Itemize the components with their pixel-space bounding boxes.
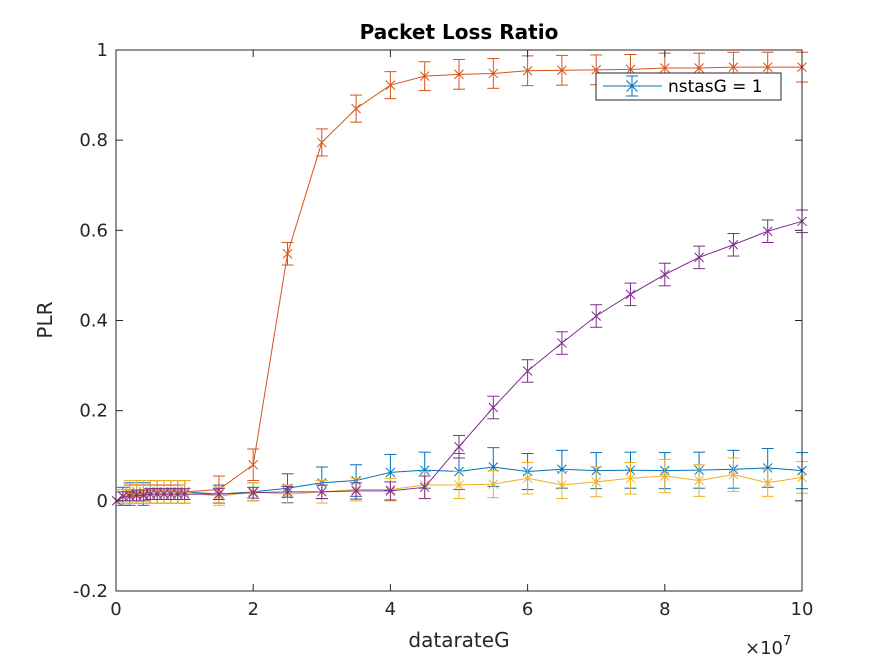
series-3-point-18 [454, 441, 464, 452]
plot-area [116, 50, 802, 591]
y-axis-label: PLR [33, 301, 57, 338]
series-1-point-13 [282, 248, 293, 259]
series-3-point-19 [488, 402, 499, 413]
chart-title: Packet Loss Ratio [360, 20, 559, 44]
axes-layer: 0 2 4 6 8 10-0.200.20.40.60.81 [73, 40, 814, 620]
series-2-point-24 [659, 471, 670, 481]
series-3-point-6 [152, 489, 163, 499]
series-3-point-11 [214, 489, 224, 499]
series-3-point-23 [625, 289, 636, 300]
series-3-point-12 [248, 487, 259, 498]
legend-marker-x [626, 80, 638, 92]
series-3-point-7 [159, 489, 169, 499]
x-tick-label-3: 6 [522, 599, 533, 620]
series-1-point-15 [351, 103, 361, 114]
x-tick-label-0: 0 [110, 599, 121, 620]
series-3-point-20 [522, 366, 533, 376]
series-2-point-25 [694, 475, 704, 486]
series-3-point-9 [172, 489, 183, 499]
series-1-point-26 [728, 62, 739, 72]
series-3-point-25 [694, 252, 704, 263]
series-2-point-18 [454, 480, 464, 490]
series-3-point-16 [385, 486, 396, 496]
series-0-point-19 [488, 462, 499, 472]
series-3-point-26 [728, 239, 739, 250]
series-1-point-17 [419, 71, 430, 82]
series-1-point-25 [694, 63, 704, 73]
x-exponent-base: ×10 [745, 638, 783, 659]
legend: nstasG = 1 [595, 72, 782, 101]
x-tick-label-1: 2 [247, 599, 258, 620]
series-3-point-13 [282, 486, 293, 497]
series-2-point-27 [762, 477, 773, 488]
series-2-point-22 [591, 477, 602, 487]
series-3-point-8 [166, 489, 176, 499]
series-1-point-12 [248, 459, 259, 470]
x-exponent-power: 7 [783, 634, 791, 649]
series-3-point-15 [351, 486, 361, 496]
series-3-point-22 [591, 311, 602, 321]
series-3-point-5 [145, 489, 156, 499]
y-tick-label-6: 1 [97, 40, 108, 61]
series-0-point-27 [762, 463, 773, 473]
series-1-point-21 [557, 65, 567, 76]
series-0-point-16 [385, 467, 396, 478]
legend-entry-0: nstasG = 1 [668, 77, 763, 97]
series-2-point-23 [625, 473, 636, 484]
series-0-point-21 [557, 464, 567, 475]
y-tick-label-0: -0.2 [73, 581, 108, 602]
series-3-point-17 [419, 482, 430, 493]
series-3 [111, 209, 808, 506]
series-3-point-3 [131, 490, 142, 501]
series-3-point-24 [659, 269, 670, 280]
series-1-point-24 [659, 63, 670, 73]
series-3-point-14 [316, 486, 327, 497]
series-3-point-1 [118, 491, 128, 502]
y-tick-label-2: 0.2 [79, 401, 108, 422]
series-3-point-10 [179, 489, 190, 499]
series-3-point-27 [762, 226, 773, 237]
x-tick-label-4: 8 [659, 599, 670, 620]
y-tick-label-5: 0.8 [79, 130, 108, 151]
x-tick-label-5: 10 [791, 599, 814, 620]
series-2-point-26 [728, 469, 739, 480]
x-tick-label-2: 4 [385, 599, 396, 620]
series-2-point-20 [522, 473, 533, 484]
series-1-point-27 [762, 62, 773, 72]
series-1-point-18 [454, 69, 464, 80]
series-2-point-19 [488, 479, 499, 490]
x-axis-label: datarateG [408, 628, 509, 652]
series-3-point-21 [557, 338, 567, 348]
series-0-point-17 [419, 465, 430, 476]
y-tick-label-3: 0.4 [79, 311, 108, 332]
series-1-point-20 [522, 65, 533, 76]
series-2-point-21 [557, 480, 567, 490]
series-1-point-16 [385, 80, 396, 91]
y-tick-label-1: 0 [97, 491, 108, 512]
x-exponent-label: ×107 [745, 634, 791, 659]
series-1-point-14 [316, 137, 327, 148]
series-1-point-19 [488, 68, 499, 79]
y-tick-label-4: 0.6 [79, 220, 108, 241]
series-1-point-23 [625, 64, 636, 75]
